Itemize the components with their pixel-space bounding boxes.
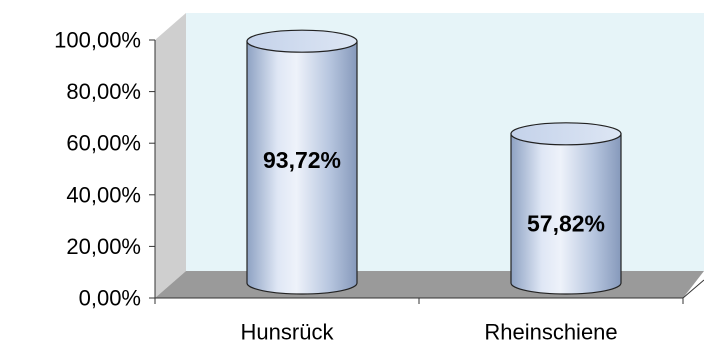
x-category-label: Rheinschiene — [484, 320, 617, 345]
bar-body — [246, 40, 358, 295]
floor — [155, 271, 704, 298]
y-axis-labels: 0,00% 20,00% 40,00% 60,00% 80,00% 100,00… — [54, 28, 141, 311]
y-tick-label: 80,00% — [66, 79, 141, 104]
bar-top — [510, 122, 622, 146]
x-category-label: Hunsrück — [241, 320, 335, 345]
y-tick-label: 100,00% — [54, 28, 141, 53]
y-axis-ticks — [149, 39, 155, 299]
bar-value-label: 93,72% — [263, 147, 341, 173]
y-tick-label: 20,00% — [66, 234, 141, 259]
y-tick-label: 60,00% — [66, 131, 141, 156]
bar-body — [510, 133, 622, 295]
y-tick-label: 0,00% — [79, 286, 141, 311]
bar-hunsrueck: 93,72% — [246, 29, 358, 295]
bar-top — [246, 29, 358, 53]
x-axis-right-edge — [682, 279, 704, 299]
y-tick-label: 40,00% — [66, 182, 141, 207]
bar-value-label: 57,82% — [527, 211, 605, 237]
bar-rheinschiene: 57,82% — [510, 122, 622, 295]
side-wall — [155, 13, 186, 298]
